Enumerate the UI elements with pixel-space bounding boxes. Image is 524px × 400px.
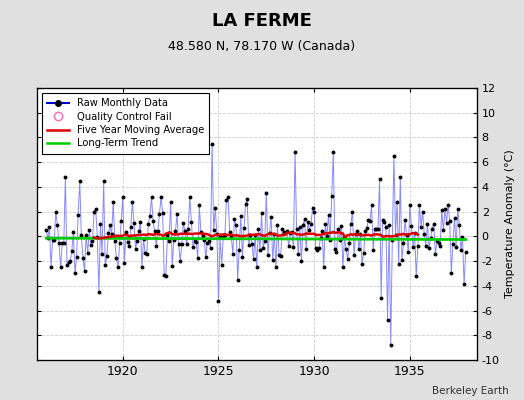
Text: Berkeley Earth: Berkeley Earth — [432, 386, 508, 396]
Y-axis label: Temperature Anomaly (°C): Temperature Anomaly (°C) — [505, 150, 515, 298]
Text: 48.580 N, 78.170 W (Canada): 48.580 N, 78.170 W (Canada) — [168, 40, 356, 53]
Text: LA FERME: LA FERME — [212, 12, 312, 30]
Legend: Raw Monthly Data, Quality Control Fail, Five Year Moving Average, Long-Term Tren: Raw Monthly Data, Quality Control Fail, … — [42, 93, 209, 154]
